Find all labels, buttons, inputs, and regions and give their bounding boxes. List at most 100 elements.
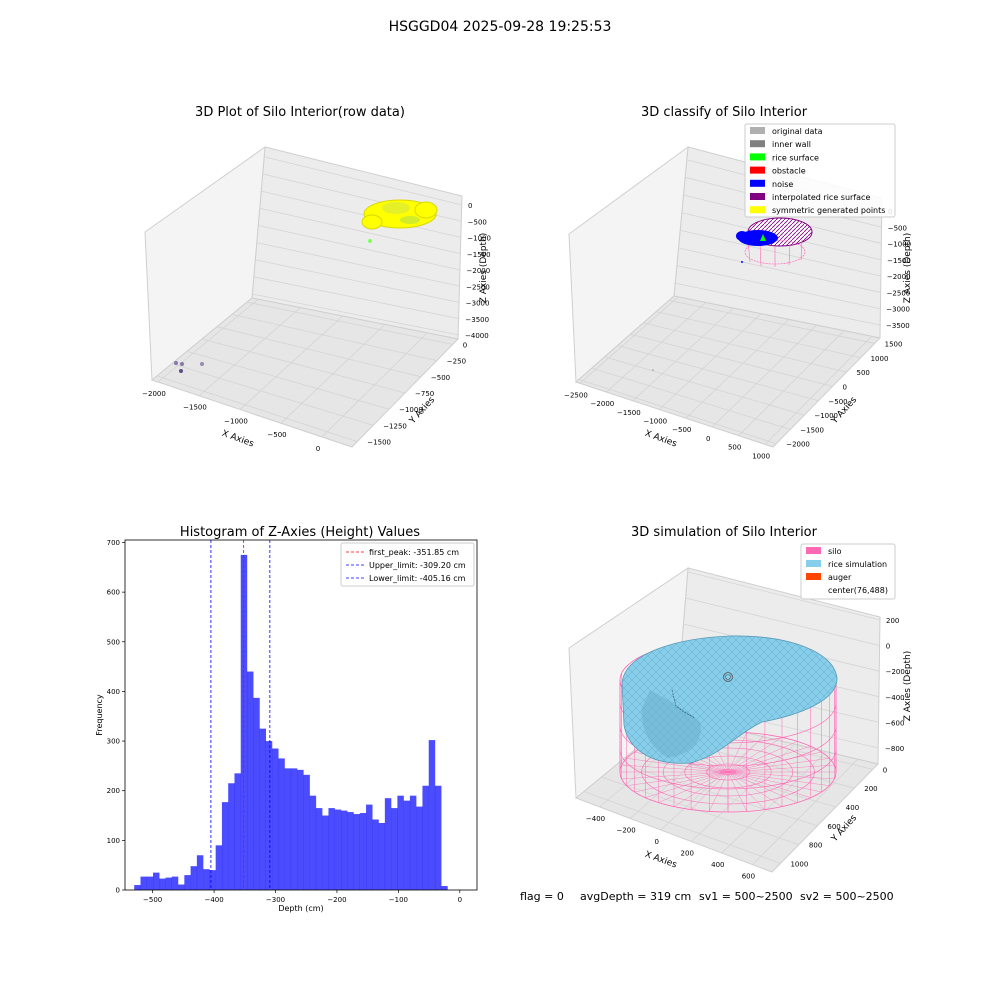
hist-bar (391, 808, 398, 890)
raw-y-tick-label: −1500 (367, 439, 391, 447)
silo-floor-spoke (658, 771, 729, 803)
status-flag: flag = 0 (520, 890, 564, 903)
hist-reference-lines (210, 540, 271, 890)
raw-grid-y (246, 301, 453, 345)
raw-z-tick-label: −3500 (465, 316, 489, 324)
hist-x-label: Depth (cm) (278, 904, 323, 913)
hist-y-tick-label: 500 (107, 638, 120, 646)
raw-noise-points (174, 361, 204, 373)
sim-x-tick-label: 0 (654, 838, 658, 846)
cls-x-tick-label: 500 (728, 444, 741, 452)
hist-bar (153, 872, 160, 890)
cls-grid-z (677, 247, 881, 293)
noise-point (200, 362, 204, 366)
cls-grid-x (606, 302, 707, 393)
raw-grid-y (231, 314, 437, 361)
raw-grid-z (256, 242, 461, 287)
cls-legend-label: noise (772, 180, 793, 189)
raw-z-tick-label: −3000 (466, 300, 490, 308)
raw-x-ticks: −2000 −1500 −1000 −500 0 (142, 390, 320, 453)
silo-floor-spoke (673, 771, 729, 807)
raw-grid-z (261, 190, 462, 238)
cls-legend-label: symmetric generated points (772, 206, 885, 215)
sim-z-tick-label: −200 (886, 668, 905, 676)
silo-floor-spoke (727, 737, 783, 773)
hist-bar (278, 758, 285, 890)
cls-grid-x (659, 313, 762, 410)
cls-z-tick-label: −3000 (886, 306, 910, 314)
cls-grid-x (632, 307, 734, 402)
sim-grid-x (660, 736, 764, 831)
cls-legend: original data inner wall rice surface obsta… (744, 123, 896, 218)
hist-bar (184, 875, 191, 890)
sim-grid-x (752, 758, 859, 865)
status-sv2: sv2 = 500~2500 (800, 890, 894, 903)
hist-bar (209, 870, 216, 890)
silo-floor-spoke (621, 771, 729, 780)
cls-grid-z (679, 229, 881, 277)
raw-y-tick-label: −500 (431, 374, 450, 382)
raw-z-tick-label: 0 (468, 202, 472, 210)
hist-y-tick-label: 600 (107, 589, 120, 597)
raw-gridlines (156, 156, 463, 442)
hist-y-tick-label: 400 (107, 688, 120, 696)
sim-legend-label: center(76,488) (828, 586, 888, 595)
cls-grid-y (656, 311, 861, 359)
panel-histogram: Histogram of Z-Axies (Height) Values −50… (95, 525, 478, 913)
hist-bar (215, 845, 223, 890)
hist-bar (434, 785, 442, 890)
hist-bar (416, 806, 423, 890)
cls-x-tick-label: −1500 (617, 409, 641, 417)
cls-legend-swatch (750, 127, 765, 134)
hist-bar (171, 876, 179, 890)
status-sv1: sv1 = 500~2500 (699, 890, 793, 903)
hist-bar (297, 769, 304, 890)
hist-bar (228, 783, 235, 890)
hist-bar (328, 808, 335, 890)
hist-x-ticks: −500 −400 −300 −200 −100 0 (143, 890, 462, 904)
silo-floor-spoke (634, 771, 729, 793)
hist-bar (221, 802, 229, 890)
raw-y-tick-label: −1000 (399, 406, 423, 414)
hist-bar (146, 876, 154, 890)
sim-y-tick-label: 600 (827, 823, 840, 831)
sim-y-ticks: 0 200 400 600 800 1000 (790, 766, 887, 868)
cls-x-tick-label: 1000 (752, 452, 770, 460)
sim-legend-swatch (806, 573, 821, 580)
silo-floor-spoke (626, 771, 729, 786)
rice-point-cluster (414, 201, 438, 219)
noise-point (174, 361, 178, 365)
cls-y-tick-label: 0 (842, 383, 846, 391)
sim-grid-x (690, 743, 796, 842)
sim-legend-swatch (806, 560, 821, 567)
cls-grid-y (591, 367, 791, 430)
silo-floor-spoke (727, 771, 830, 786)
hist-bar (441, 886, 448, 890)
silo-floor-spoke (645, 771, 729, 798)
raw-grid-z (255, 259, 460, 303)
center-marker (723, 672, 733, 682)
raw-grid-y (171, 363, 374, 426)
hist-y-tick-label: 700 (107, 539, 120, 547)
hist-bar (196, 855, 204, 890)
raw-x-tick-label: 0 (316, 445, 320, 453)
hist-bar (303, 774, 310, 890)
cls-grid-y (617, 345, 819, 402)
sim-x-ticks: −400 −200 0 200 400 600 (586, 815, 755, 881)
raw-z-tick-label: −500 (468, 218, 487, 226)
cls-legend-label: rice surface (772, 153, 819, 162)
hist-bar (384, 798, 392, 890)
inner-wall-mesh (747, 239, 803, 267)
hist-legend: first_peak: -351.85 cm Upper_limit: -309.… (340, 542, 475, 587)
cls-z-tick-label: −1500 (887, 257, 911, 265)
cls-legend-swatch (750, 166, 765, 174)
sim-legend-frame (800, 543, 896, 600)
rice-surface-dip-shading (641, 690, 701, 758)
hist-bars (134, 554, 448, 890)
rice-point-cluster (361, 214, 383, 230)
hist-title: Histogram of Z-Axies (Height) Values (180, 525, 420, 540)
noise-point (180, 362, 184, 366)
hist-bar (190, 866, 198, 890)
